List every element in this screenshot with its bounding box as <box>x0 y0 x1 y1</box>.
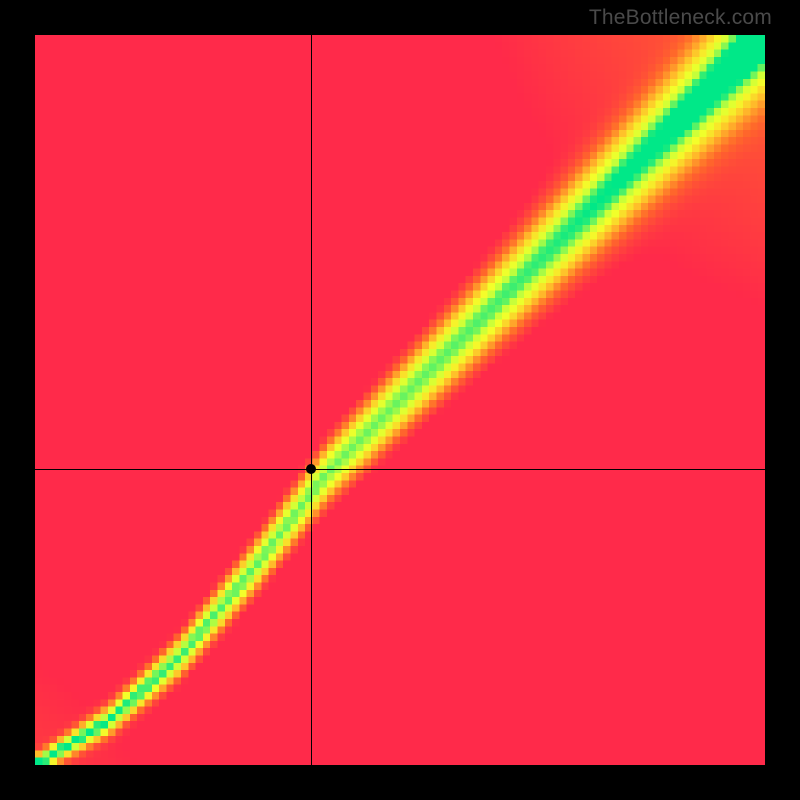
marker-dot <box>306 464 316 474</box>
watermark-text: TheBottleneck.com <box>589 6 772 30</box>
crosshair-vertical <box>311 35 312 765</box>
heatmap-plot <box>35 35 765 765</box>
crosshair-horizontal <box>35 469 765 470</box>
heatmap-canvas <box>35 35 765 765</box>
